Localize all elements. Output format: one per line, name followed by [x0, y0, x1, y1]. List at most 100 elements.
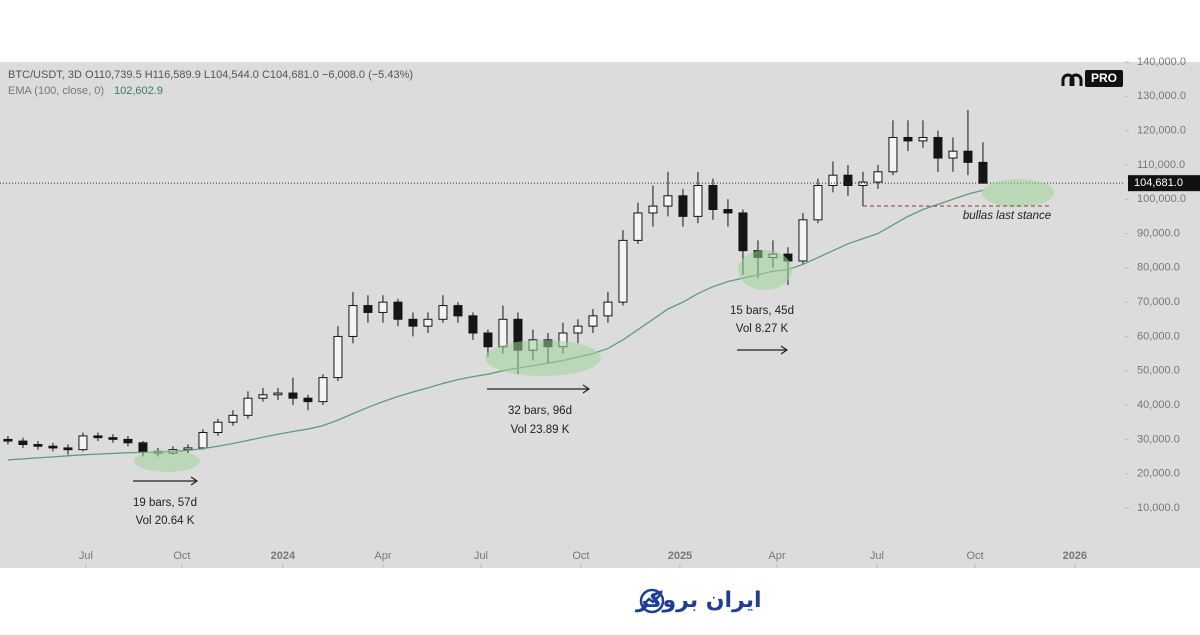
candle-body: [78, 435, 88, 451]
zone: [982, 179, 1054, 207]
candle-body: [933, 136, 943, 159]
logo-icon: [1061, 73, 1083, 86]
candle-body: [633, 212, 643, 241]
brand: ایران بروکر: [635, 588, 762, 613]
candle-body: [618, 239, 628, 303]
candle-body: [678, 195, 688, 217]
candle-body: [498, 318, 508, 348]
annotation: Vol 20.64 K: [136, 515, 195, 527]
y-tick-label: 80,000.0: [1137, 262, 1180, 274]
last-price-label: 104,681.0: [1134, 177, 1183, 189]
y-tick-label: 70,000.0: [1137, 296, 1180, 308]
candle-body: [438, 305, 448, 320]
annotation: bullas last stance: [963, 210, 1051, 222]
y-tick-label: 20,000.0: [1137, 468, 1180, 480]
candle-body: [708, 184, 718, 211]
annotation: 32 bars, 96d: [508, 405, 572, 417]
candle-body: [3, 438, 13, 442]
x-tick-label: 2024: [271, 550, 296, 562]
candle-body: [93, 435, 103, 439]
candle-body: [183, 447, 193, 451]
candle-body: [873, 171, 883, 183]
y-tick-label: 110,000.0: [1137, 159, 1185, 171]
annotation: 15 bars, 45d: [730, 305, 794, 317]
zone: [485, 340, 601, 376]
candle-body: [468, 315, 478, 334]
footer-logo: ایران بروکر: [635, 588, 762, 614]
y-tick-label: 50,000.0: [1137, 365, 1180, 377]
candle-body: [903, 136, 913, 142]
candle-body: [303, 397, 313, 403]
x-tick-label: Oct: [572, 550, 589, 562]
candle-body: [213, 421, 223, 433]
candle-body: [888, 136, 898, 173]
candle-body: [48, 445, 58, 449]
y-tick-label: 10,000.0: [1137, 502, 1180, 514]
ema-legend-value: 102,602.9: [114, 85, 163, 97]
candle-body: [63, 447, 73, 451]
candle-body: [408, 318, 418, 327]
zone: [134, 450, 200, 472]
y-tick-label: 40,000.0: [1137, 399, 1180, 411]
candle-body: [108, 437, 118, 440]
y-tick-label: 30,000.0: [1137, 433, 1180, 445]
badge: [1085, 70, 1123, 87]
ema-legend: EMA (100, close, 0): [8, 85, 104, 97]
annotation: 19 bars, 57d: [133, 497, 197, 509]
last-price-box: [1128, 175, 1200, 192]
x-tick-label: Jul: [79, 550, 93, 562]
y-tick-label: 140,000.0: [1137, 56, 1186, 68]
y-tick-label: 60,000.0: [1137, 330, 1180, 342]
candle-body: [258, 394, 268, 399]
candle-body: [663, 195, 673, 207]
candle-body: [948, 150, 958, 159]
candle-body: [483, 332, 493, 348]
candle-body: [813, 184, 823, 221]
x-tick-label: Oct: [173, 550, 190, 562]
x-tick-label: 2026: [1063, 550, 1087, 562]
zone: [738, 250, 792, 290]
candle-body: [138, 442, 148, 452]
candle-body: [588, 315, 598, 327]
y-tick-label: 120,000.0: [1137, 125, 1186, 137]
candle-body: [273, 392, 283, 396]
candle-body: [828, 174, 838, 186]
x-tick-label: Jul: [474, 550, 488, 562]
candle-body: [453, 305, 463, 317]
candle-body: [378, 301, 388, 313]
candle-body: [918, 136, 928, 142]
candle-body: [228, 414, 238, 423]
candle-body: [648, 205, 658, 214]
annotation: Vol 23.89 K: [511, 424, 570, 436]
y-tick-label: 90,000.0: [1137, 227, 1180, 239]
x-tick-label: Oct: [966, 550, 983, 562]
candle-body: [963, 150, 973, 163]
symbol-header: BTC/USDT, 3D O110,739.5 H116,589.9 L104,…: [8, 69, 413, 81]
candle-body: [423, 318, 433, 327]
candle-body: [798, 219, 808, 262]
candle-body: [738, 212, 748, 252]
candle-body: [363, 305, 373, 313]
x-tick-label: Apr: [768, 550, 785, 562]
x-tick-label: Jul: [870, 550, 884, 562]
arrows: [133, 345, 789, 486]
candle-body: [348, 305, 358, 337]
x-tick-label: 2025: [668, 550, 692, 562]
candle-body: [288, 392, 298, 399]
chart-background: [0, 62, 1200, 568]
candle-body: [333, 335, 343, 379]
candle-body: [123, 438, 133, 444]
candle-body: [693, 184, 703, 217]
candle-body: [393, 301, 403, 320]
y-tick-label: 100,000.0: [1137, 193, 1186, 205]
candle-body: [843, 174, 853, 186]
candle-body: [603, 301, 613, 317]
y-tick-label: 130,000.0: [1137, 90, 1186, 102]
candle-body: [573, 325, 583, 334]
candle-body: [18, 440, 28, 446]
annotation: Vol 8.27 K: [736, 323, 789, 335]
badge-text: PRO: [1091, 71, 1117, 85]
candle-body: [978, 161, 988, 184]
candle-body: [198, 431, 208, 449]
